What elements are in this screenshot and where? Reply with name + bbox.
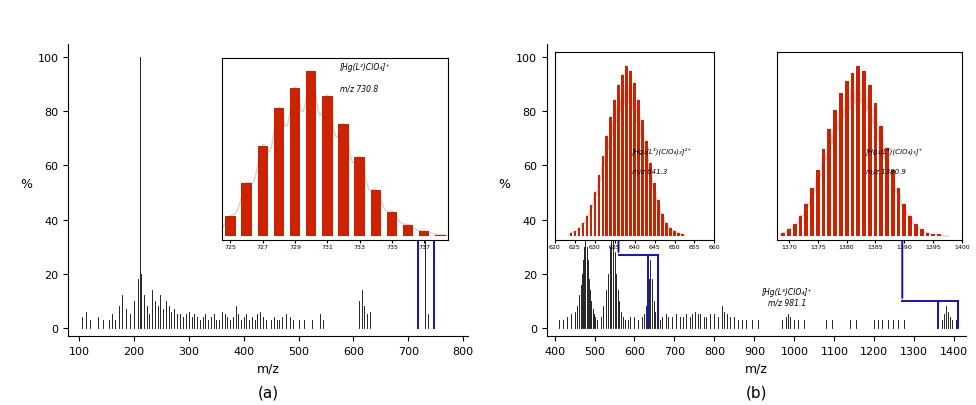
Bar xyxy=(641,121,644,237)
Y-axis label: %: % xyxy=(499,177,510,190)
Bar xyxy=(601,157,604,237)
Bar xyxy=(931,235,935,237)
Bar xyxy=(793,225,796,237)
Bar xyxy=(839,94,842,237)
Bar xyxy=(241,184,252,237)
Bar xyxy=(626,67,628,237)
Bar xyxy=(578,228,580,237)
Bar xyxy=(868,85,872,237)
Bar xyxy=(681,235,684,237)
Text: m/z 1380.9: m/z 1380.9 xyxy=(866,169,906,175)
Bar xyxy=(386,212,397,237)
Bar xyxy=(645,141,648,237)
Bar xyxy=(937,235,941,237)
Bar xyxy=(673,231,675,237)
Text: [Hg₂(L³)(ClO₄)₃]⁺: [Hg₂(L³)(ClO₄)₃]⁺ xyxy=(866,147,923,154)
Bar xyxy=(354,158,365,237)
Bar xyxy=(403,225,414,237)
Text: [Hg(L²)ClO₄]⁺: [Hg(L²)ClO₄]⁺ xyxy=(340,63,390,72)
Bar xyxy=(657,201,660,237)
Bar xyxy=(586,216,589,237)
Bar xyxy=(804,204,808,237)
Bar xyxy=(593,192,596,237)
Bar xyxy=(891,171,895,237)
Bar xyxy=(828,130,832,237)
Bar xyxy=(897,189,901,237)
Bar xyxy=(618,85,620,237)
Text: (a): (a) xyxy=(258,385,279,400)
Text: [Hg₂(L³)(ClO₄)₂]²⁺: [Hg₂(L³)(ClO₄)₂]²⁺ xyxy=(631,147,692,154)
Bar xyxy=(290,89,301,237)
Bar xyxy=(605,136,608,237)
Bar xyxy=(909,216,912,237)
Bar xyxy=(850,74,854,237)
Bar xyxy=(225,217,236,237)
Bar xyxy=(614,101,616,237)
Bar xyxy=(435,235,446,237)
Text: [Hg(L³)ClO₄]⁺
m/z 981.1: [Hg(L³)ClO₄]⁺ m/z 981.1 xyxy=(761,287,812,307)
Bar xyxy=(914,225,917,237)
Bar xyxy=(925,233,929,237)
Bar xyxy=(637,101,640,237)
Bar xyxy=(419,232,429,237)
Bar xyxy=(371,191,381,237)
Bar xyxy=(633,84,636,237)
Bar xyxy=(816,171,820,237)
Bar xyxy=(609,118,612,237)
Bar xyxy=(339,125,348,237)
Bar xyxy=(874,104,877,237)
Y-axis label: %: % xyxy=(20,177,32,190)
Bar xyxy=(856,67,860,237)
Text: m/z 641.3: m/z 641.3 xyxy=(631,169,667,175)
Bar xyxy=(653,184,656,237)
Bar xyxy=(622,75,624,237)
Bar xyxy=(919,230,923,237)
Bar xyxy=(666,223,668,237)
Bar xyxy=(879,126,883,237)
Bar xyxy=(305,72,316,237)
Bar xyxy=(798,216,802,237)
Bar xyxy=(822,150,826,237)
Bar xyxy=(590,206,592,237)
Bar xyxy=(662,215,664,237)
Bar xyxy=(885,148,889,237)
Bar xyxy=(630,72,632,237)
Bar xyxy=(258,146,268,237)
X-axis label: m/z: m/z xyxy=(745,361,768,374)
Bar xyxy=(787,230,791,237)
Bar xyxy=(582,223,585,237)
Bar xyxy=(845,82,848,237)
Text: m/z 730.8: m/z 730.8 xyxy=(340,84,378,94)
Bar xyxy=(781,233,785,237)
Bar xyxy=(273,109,284,237)
Bar xyxy=(670,228,671,237)
Bar xyxy=(862,72,866,237)
Bar xyxy=(597,175,600,237)
Bar xyxy=(574,231,576,237)
Bar xyxy=(649,164,652,237)
X-axis label: m/z: m/z xyxy=(257,361,280,374)
Bar xyxy=(810,189,814,237)
Text: (b): (b) xyxy=(746,385,767,400)
Bar xyxy=(834,111,837,237)
Bar xyxy=(322,97,333,237)
Bar xyxy=(903,204,906,237)
Bar xyxy=(677,233,680,237)
Bar xyxy=(570,233,572,237)
